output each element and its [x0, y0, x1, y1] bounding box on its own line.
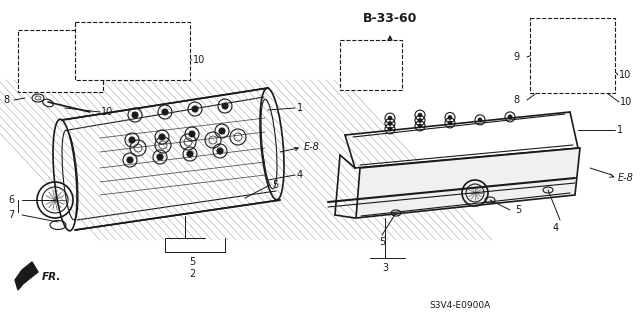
Circle shape — [129, 137, 135, 143]
Circle shape — [217, 148, 223, 154]
FancyBboxPatch shape — [75, 22, 190, 80]
Text: 5: 5 — [272, 180, 278, 190]
Text: 5: 5 — [515, 205, 521, 215]
Text: E-8: E-8 — [304, 142, 320, 152]
Circle shape — [132, 112, 138, 118]
Text: 5: 5 — [189, 257, 195, 267]
Circle shape — [418, 113, 422, 117]
Circle shape — [388, 116, 392, 120]
Text: 1: 1 — [617, 125, 623, 135]
Text: E-8: E-8 — [618, 173, 634, 183]
Text: 4: 4 — [297, 170, 303, 180]
FancyBboxPatch shape — [530, 18, 615, 93]
Polygon shape — [15, 262, 38, 290]
Circle shape — [139, 25, 151, 37]
FancyBboxPatch shape — [18, 30, 103, 92]
Circle shape — [45, 33, 55, 43]
Text: 2: 2 — [189, 269, 195, 279]
Circle shape — [189, 131, 195, 137]
Text: 6: 6 — [8, 195, 14, 205]
Text: S3V4-E0900A: S3V4-E0900A — [429, 300, 491, 309]
Polygon shape — [345, 112, 578, 168]
Circle shape — [478, 118, 482, 122]
Circle shape — [157, 154, 163, 160]
Circle shape — [418, 124, 422, 128]
Circle shape — [127, 157, 133, 163]
Circle shape — [448, 115, 452, 120]
Text: 8: 8 — [513, 95, 519, 105]
Circle shape — [448, 121, 452, 125]
Polygon shape — [62, 88, 280, 230]
Text: 10: 10 — [101, 107, 113, 117]
Text: 1: 1 — [297, 103, 303, 113]
Text: 9: 9 — [513, 52, 519, 62]
Text: 10: 10 — [619, 70, 631, 80]
Circle shape — [508, 115, 512, 119]
Circle shape — [585, 29, 595, 39]
Circle shape — [601, 56, 609, 64]
Circle shape — [388, 122, 392, 125]
Text: 5: 5 — [379, 237, 385, 247]
Circle shape — [192, 106, 198, 112]
Circle shape — [418, 118, 422, 122]
Text: 9: 9 — [114, 50, 120, 60]
Text: 10: 10 — [620, 97, 632, 107]
FancyBboxPatch shape — [340, 40, 402, 90]
Text: 8: 8 — [3, 95, 9, 105]
Circle shape — [219, 128, 225, 134]
Text: 3: 3 — [382, 263, 388, 273]
Circle shape — [162, 109, 168, 115]
Text: 4: 4 — [553, 223, 559, 233]
Polygon shape — [356, 148, 580, 218]
Text: FR.: FR. — [42, 272, 61, 282]
Circle shape — [159, 134, 165, 140]
Circle shape — [222, 103, 228, 109]
Circle shape — [388, 127, 392, 131]
Text: 7: 7 — [8, 210, 14, 220]
Circle shape — [187, 151, 193, 157]
Text: B-33-60: B-33-60 — [363, 11, 417, 25]
Text: 10: 10 — [193, 55, 205, 65]
